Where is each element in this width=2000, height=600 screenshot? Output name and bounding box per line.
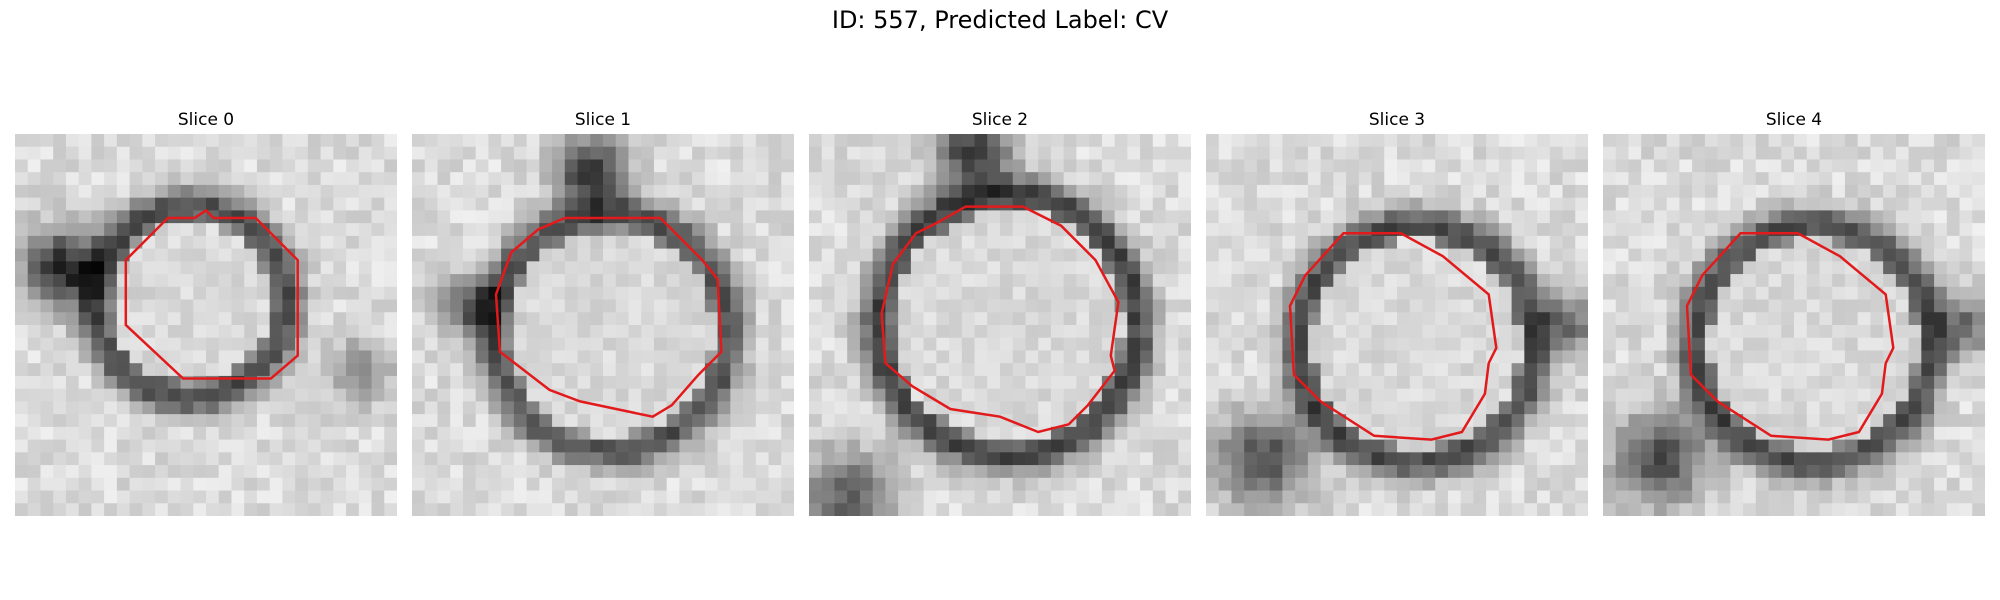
slice-image-2 <box>809 134 1191 516</box>
slice-image-4 <box>1603 134 1985 516</box>
slice-panel-4: Slice 4 <box>1603 108 1985 516</box>
slice-title-3: Slice 3 <box>1368 110 1426 130</box>
slice-title-4: Slice 4 <box>1765 110 1823 130</box>
slice-image-0 <box>15 134 397 516</box>
contour-outline-4 <box>1685 232 1895 441</box>
slice-image-3 <box>1206 134 1588 516</box>
contour-outline-0 <box>124 208 299 380</box>
slice-image-1 <box>412 134 794 516</box>
slice-panel-1: Slice 1 <box>412 108 794 516</box>
contour-outline-2 <box>880 205 1120 434</box>
figure-title: ID: 557, Predicted Label: CV <box>831 6 1169 34</box>
slice-title-0: Slice 0 <box>177 110 235 130</box>
contour-outline-3 <box>1288 232 1498 441</box>
slice-title-1: Slice 1 <box>574 110 632 130</box>
slice-panel-3: Slice 3 <box>1206 108 1588 516</box>
slice-panel-2: Slice 2 <box>809 108 1191 516</box>
slice-title-2: Slice 2 <box>971 110 1029 130</box>
contour-outline-1 <box>494 216 723 419</box>
slice-panel-0: Slice 0 <box>15 108 397 516</box>
